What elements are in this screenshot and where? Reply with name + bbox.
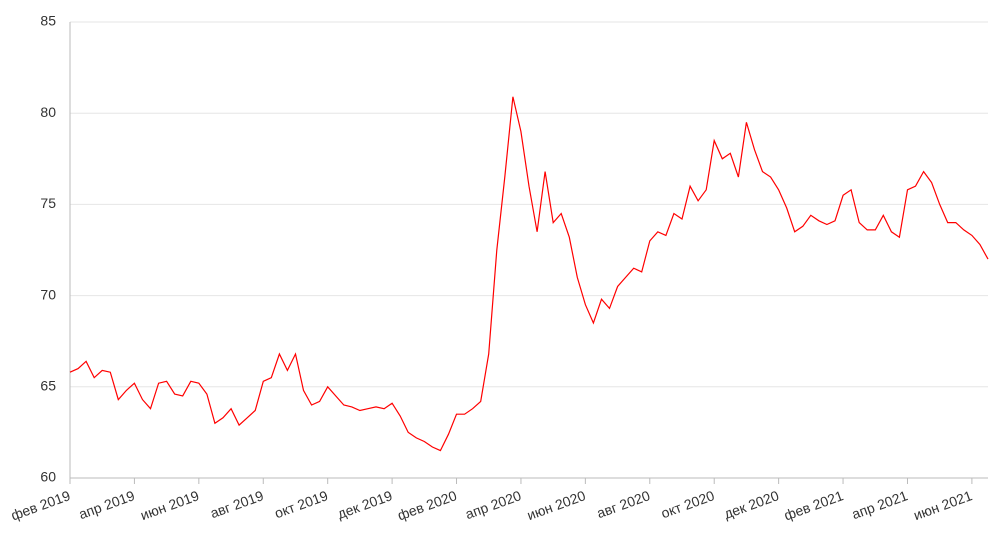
x-tick-label: апр 2021 bbox=[850, 487, 910, 522]
x-tick-label: июн 2020 bbox=[525, 487, 588, 523]
x-tick-label: окт 2019 bbox=[272, 487, 330, 521]
y-tick-label: 65 bbox=[40, 378, 56, 394]
y-tick-label: 80 bbox=[40, 104, 56, 120]
x-tick-label: фев 2020 bbox=[395, 487, 459, 523]
y-tick-label: 85 bbox=[40, 13, 56, 29]
x-tick-label: июн 2021 bbox=[911, 487, 974, 523]
x-tick-label: авг 2019 bbox=[208, 487, 266, 521]
x-tick-label: апр 2020 bbox=[463, 487, 523, 522]
line-series bbox=[69, 96, 989, 452]
x-tick-label: окт 2020 bbox=[659, 487, 717, 521]
x-tick-label: июн 2019 bbox=[138, 487, 201, 523]
y-tick-label: 75 bbox=[40, 195, 56, 211]
y-tick-label: 70 bbox=[40, 286, 56, 302]
y-tick-label: 60 bbox=[40, 469, 56, 485]
x-tick-label: фев 2019 bbox=[9, 487, 73, 523]
x-tick-label: дек 2019 bbox=[335, 487, 394, 522]
x-tick-label: авг 2020 bbox=[595, 487, 653, 521]
x-tick-label: апр 2019 bbox=[77, 487, 137, 522]
x-tick-label: дек 2020 bbox=[722, 487, 781, 522]
x-tick-label: фев 2021 bbox=[782, 487, 846, 523]
